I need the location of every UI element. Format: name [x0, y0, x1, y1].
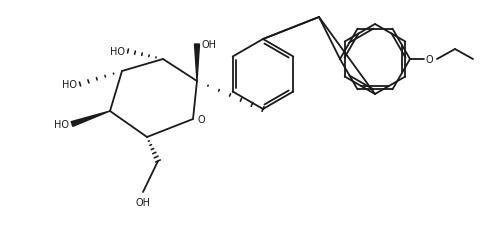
Text: O: O — [198, 114, 205, 124]
Text: HO: HO — [62, 80, 77, 90]
Text: OH: OH — [136, 197, 150, 207]
Text: HO: HO — [54, 119, 69, 129]
Polygon shape — [194, 45, 200, 82]
Text: O: O — [426, 55, 434, 65]
Text: OH: OH — [201, 40, 216, 50]
Text: HO: HO — [110, 47, 125, 57]
Polygon shape — [71, 111, 110, 127]
